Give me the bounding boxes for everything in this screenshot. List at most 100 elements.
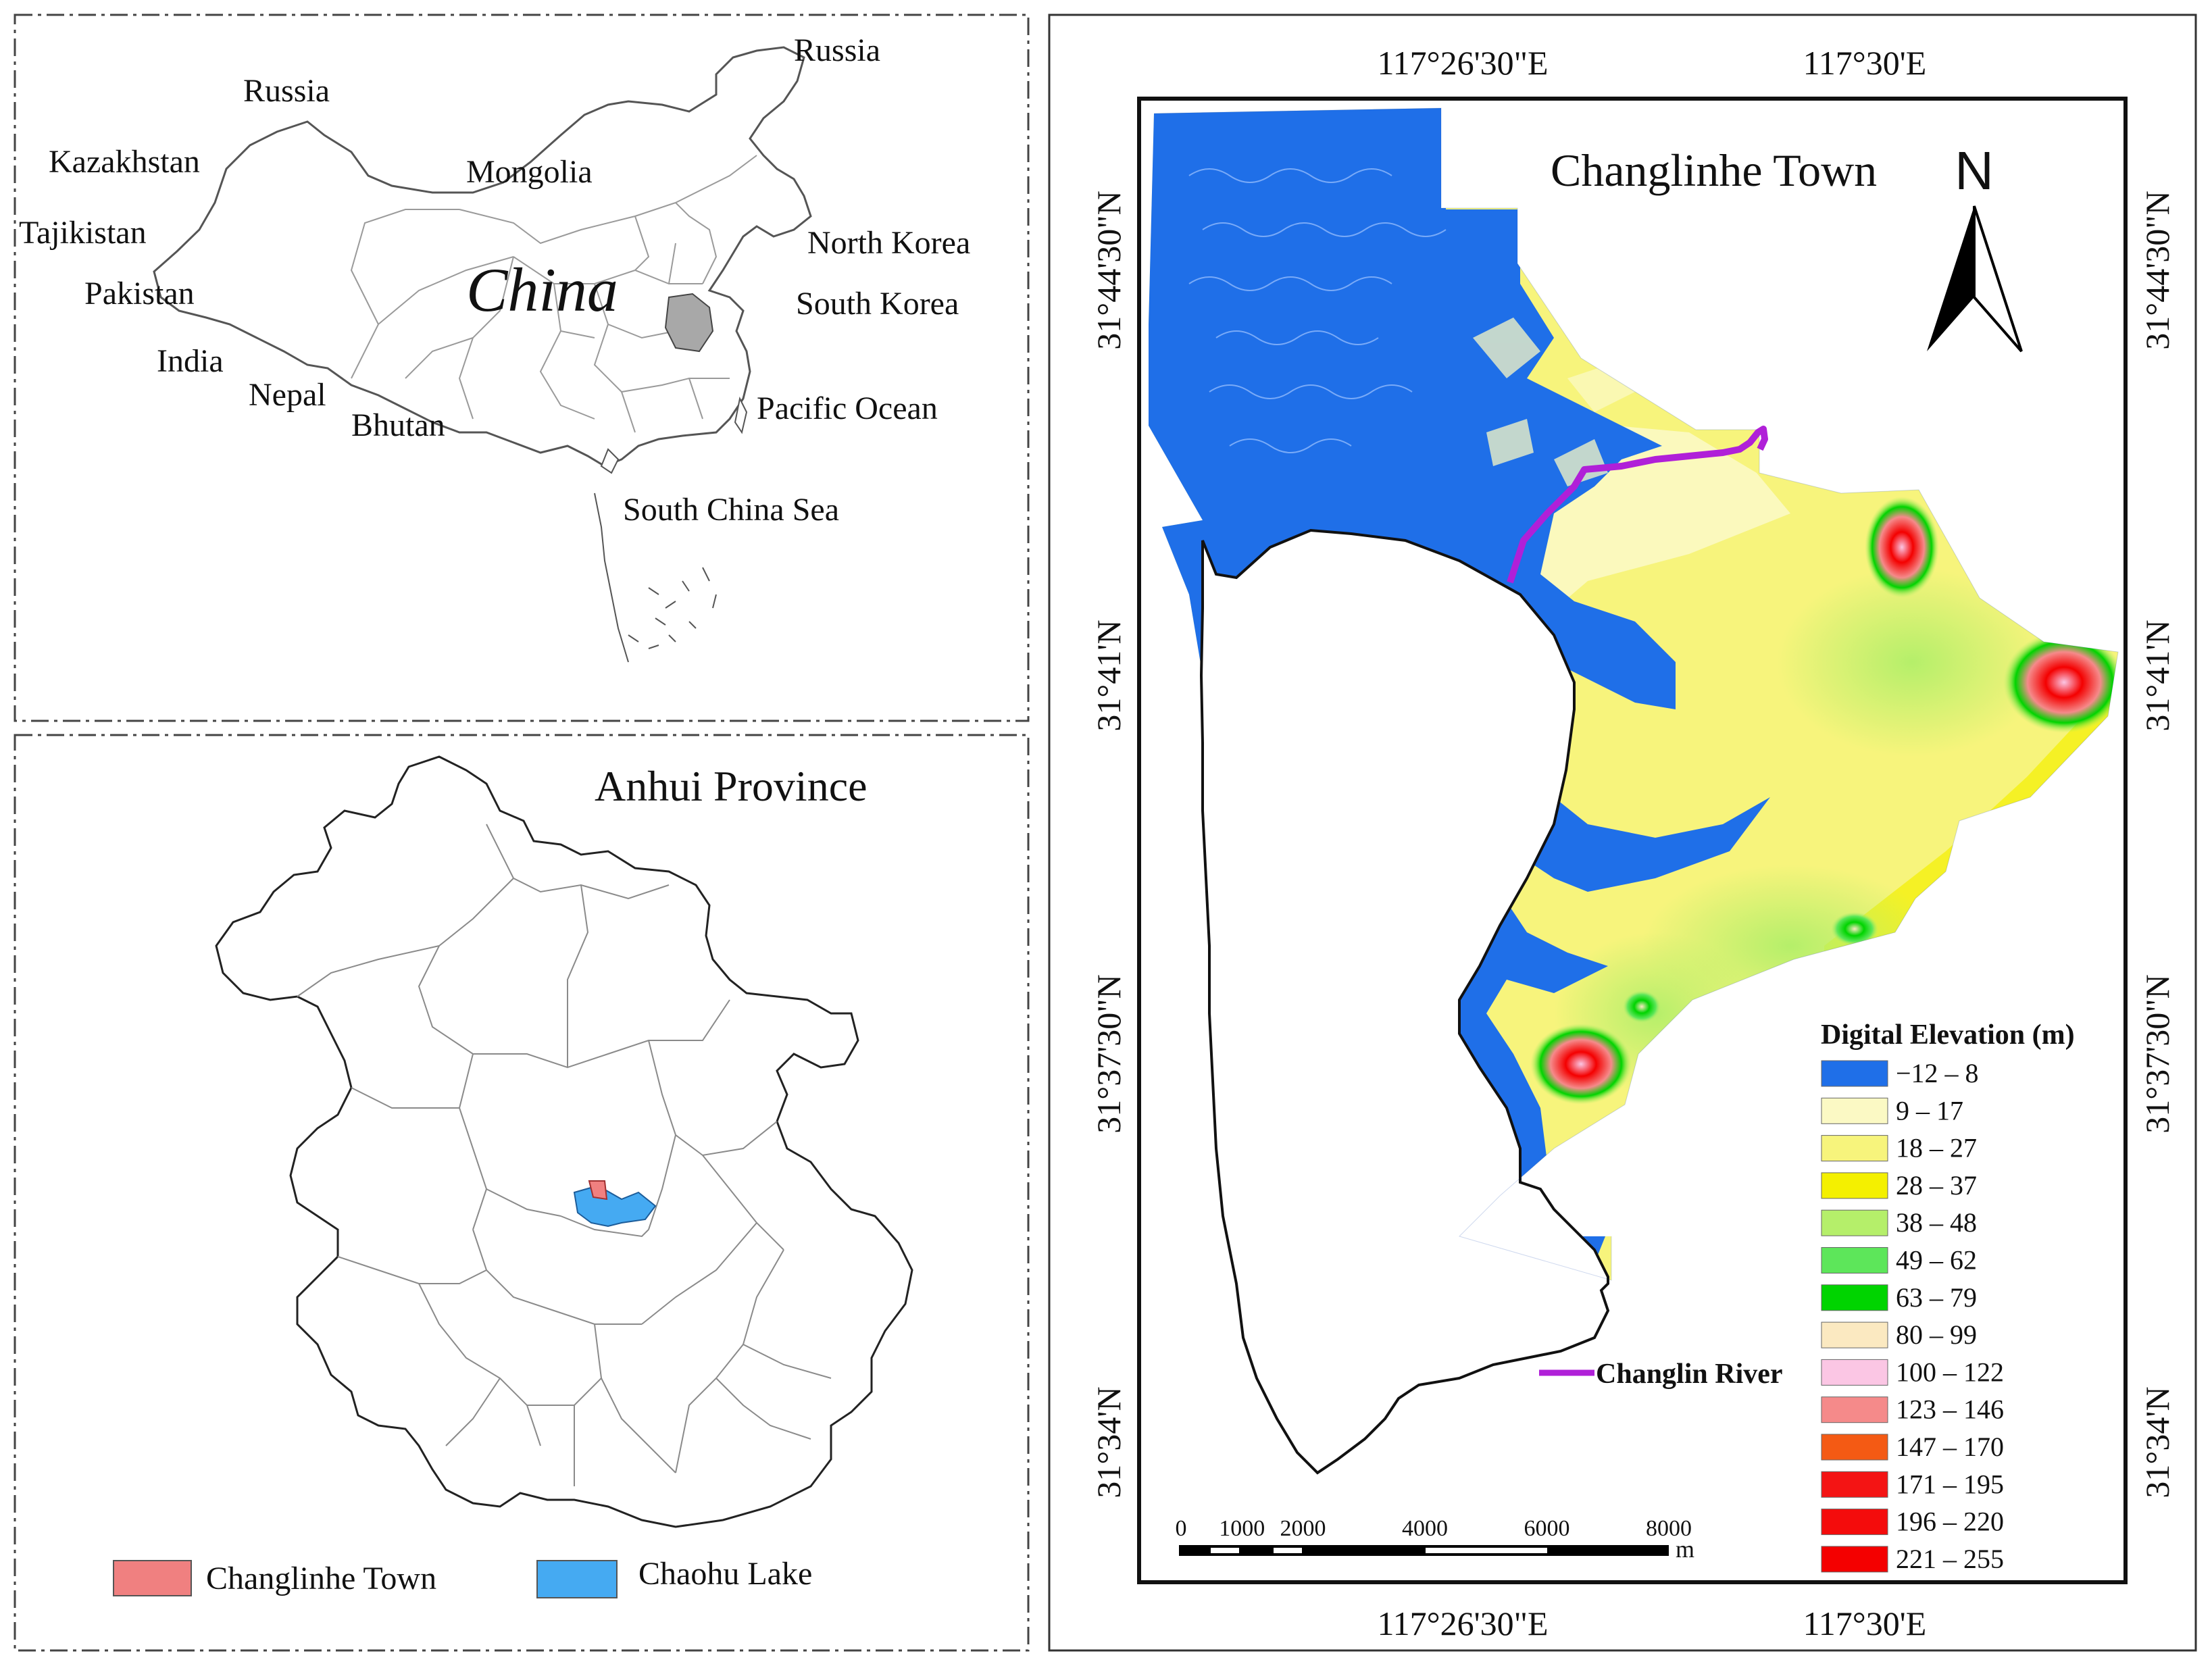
taiwan-island	[734, 396, 748, 434]
scale-label-3: 4000	[1402, 1516, 1448, 1541]
dem-hill-east	[2003, 632, 2118, 733]
legend-label-changlinhe: Changlinhe Town	[206, 1561, 436, 1596]
country-label-russia-east: Russia	[794, 32, 880, 68]
chaohu-lake-area	[1199, 528, 1610, 1475]
anhui-highlight	[664, 293, 714, 353]
legend-swatch-5	[1821, 1247, 1888, 1273]
legend-label-13: 221 – 255	[1896, 1544, 2004, 1574]
changlin-river	[1507, 426, 1768, 584]
left-lat-label-1: 31°44'30"N	[1090, 191, 1128, 350]
country-label-south-china-sea: South China Sea	[623, 492, 839, 528]
anhui-map	[215, 755, 913, 1528]
left-lat-label-3: 31°37'30"N	[1090, 974, 1128, 1134]
legend-swatch-8	[1821, 1359, 1888, 1386]
legend-swatch-0	[1821, 1060, 1888, 1087]
top-lon-label-1: 117°26'30"E	[1377, 44, 1548, 82]
scale-label-1: 1000	[1219, 1516, 1265, 1541]
right-lat-label-4: 31°34'N	[2138, 1386, 2176, 1498]
scale-label-4: 6000	[1524, 1516, 1570, 1541]
legend-label-10: 147 – 170	[1896, 1432, 2004, 1462]
anhui-legend: Changlinhe Town Chaohu Lake	[113, 1556, 812, 1598]
left-lat-label-4: 31°34'N	[1090, 1386, 1128, 1498]
dem-hill-small-1	[1831, 912, 1878, 946]
legend-label-12: 196 – 220	[1896, 1507, 2004, 1537]
legend-swatch-10	[1821, 1434, 1888, 1461]
dem-texture-lines	[1188, 168, 1447, 453]
scale-bar: 0 1000 2000 4000 6000 8000 m	[1176, 1516, 1695, 1563]
scale-unit: m	[1676, 1536, 1694, 1563]
river-legend-label: Changlin River	[1596, 1359, 1783, 1390]
elevation-legend: Digital Elevation (m) −12 – 8 9 – 17 18 – …	[1821, 1019, 2075, 1574]
legend-label-2: 18 – 27	[1896, 1133, 1977, 1163]
china-panel-frame	[14, 14, 1030, 722]
china-outline	[153, 46, 812, 468]
right-lat-label-2: 31°41'N	[2138, 620, 2176, 731]
legend-label-chaohu: Chaohu Lake	[638, 1556, 812, 1592]
anhui-panel-frame	[14, 734, 1030, 1652]
north-arrow-right-half	[1973, 205, 2023, 353]
bottom-lon-label-2: 117°30'E	[1803, 1605, 1927, 1642]
anhui-outline	[215, 755, 913, 1528]
legend-swatch-13	[1821, 1546, 1888, 1573]
country-label-india: India	[157, 343, 224, 379]
country-label-north-korea: North Korea	[807, 225, 970, 261]
legend-label-6: 63 – 79	[1896, 1282, 1977, 1313]
scale-label-2: 2000	[1280, 1516, 1326, 1541]
country-label-pacific-ocean: Pacific Ocean	[757, 390, 938, 426]
china-label: China	[466, 255, 618, 324]
scale-bar-segment-3	[1426, 1548, 1547, 1553]
scale-label-0: 0	[1176, 1516, 1187, 1541]
scale-bar-body	[1179, 1545, 1669, 1556]
legend-swatch-7	[1821, 1321, 1888, 1348]
legend-label-1: 9 – 17	[1896, 1095, 1963, 1126]
legend-label-4: 38 – 48	[1896, 1207, 1977, 1238]
legend-label-9: 123 – 146	[1896, 1394, 2004, 1425]
bottom-lon-label-1: 117°26'30"E	[1377, 1605, 1548, 1642]
dem-zone-pale-patches	[1473, 318, 1635, 486]
legend-label-7: 80 – 99	[1896, 1319, 1977, 1350]
north-arrow: N	[1927, 141, 2023, 353]
scale-label-5: 8000	[1646, 1516, 1692, 1541]
legend-swatch-12	[1821, 1509, 1888, 1536]
country-label-pakistan: Pakistan	[84, 276, 195, 311]
top-lon-label-2: 117°30'E	[1803, 44, 1927, 82]
country-label-kazakhstan: Kazakhstan	[49, 144, 200, 180]
country-label-nepal: Nepal	[249, 377, 326, 413]
legend-label-11: 171 – 195	[1896, 1469, 2004, 1499]
scale-bar-segment-2	[1274, 1548, 1302, 1553]
country-label-south-korea: South Korea	[796, 286, 959, 322]
scale-bar-segment-1	[1211, 1548, 1239, 1553]
legend-swatch-chaohu	[536, 1560, 618, 1598]
legend-swatch-1	[1821, 1097, 1888, 1124]
land-edge-faint	[1153, 107, 2119, 1281]
legend-title: Digital Elevation (m)	[1821, 1019, 2075, 1051]
right-lat-label-1: 31°44'30"N	[2138, 191, 2176, 350]
right-lat-label-3: 31°37'30"N	[2138, 974, 2176, 1134]
dem-hill-small-2	[1623, 990, 1661, 1023]
hainan-island	[600, 448, 620, 474]
south-china-sea-islands	[594, 493, 717, 663]
country-label-bhutan: Bhutan	[351, 407, 445, 443]
left-lat-label-2: 31°41'N	[1090, 620, 1128, 731]
legend-swatch-11	[1821, 1471, 1888, 1498]
legend-swatch-4	[1821, 1209, 1888, 1236]
dem-zone-green-east	[1777, 567, 2047, 757]
dem-hill-southwest	[1530, 1024, 1632, 1105]
dem-outer-frame	[1048, 14, 2197, 1652]
legend-swatch-2	[1821, 1135, 1888, 1162]
legend-swatch-changlinhe	[113, 1560, 192, 1596]
north-arrow-left-half	[1927, 206, 1974, 351]
legend-swatch-3	[1821, 1172, 1888, 1199]
changlinhe-town-marker	[588, 1180, 608, 1201]
anhui-prefecture-borders	[297, 824, 832, 1486]
river-legend: Changlin River	[1539, 1359, 1783, 1390]
legend-swatch-6	[1821, 1284, 1888, 1311]
dem-title: Changlinhe Town	[1551, 145, 1877, 196]
country-label-russia-north: Russia	[243, 73, 330, 109]
china-province-borders	[350, 155, 757, 433]
legend-label-8: 100 – 122	[1896, 1357, 2004, 1387]
legend-label-3: 28 – 37	[1896, 1170, 1977, 1201]
china-map: Russia Russia Kazakhstan Mongolia Tajiki…	[19, 32, 970, 663]
legend-label-0: −12 – 8	[1896, 1058, 1979, 1088]
